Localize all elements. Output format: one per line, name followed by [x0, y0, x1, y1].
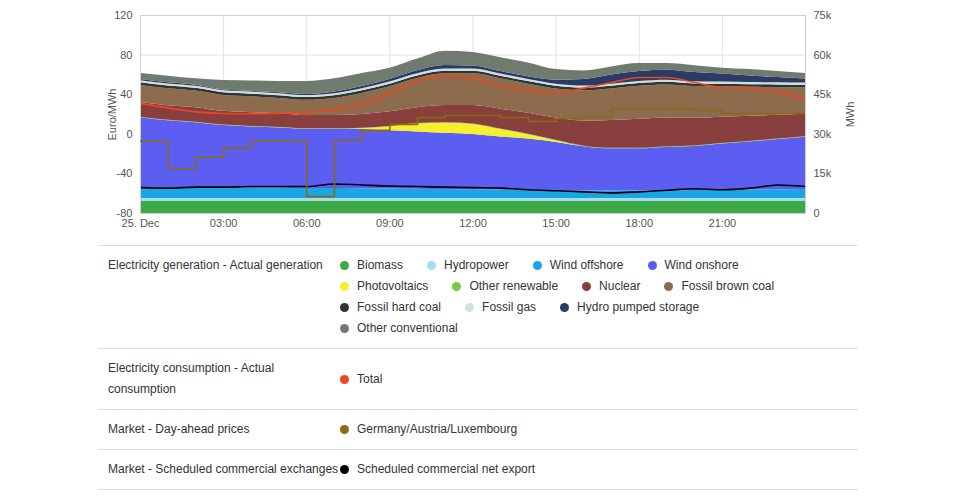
html-text:Electricity consumption - Actu: Electricity consumption - Actual consump…	[108, 361, 275, 396]
html-text:Germany/Austria/Luxembourg: Germany/Austria/Luxembourg	[357, 422, 518, 436]
html-text:Nuclear: Nuclear	[599, 279, 641, 293]
svg-text:15:00: 15:00	[542, 217, 570, 229]
svg-text:0: 0	[814, 207, 820, 219]
svg-text:25. Dec: 25. Dec	[122, 217, 160, 229]
html-text:Wind offshore: Wind offshore	[549, 258, 624, 272]
svg-text:21:00: 21:00	[709, 217, 737, 229]
svg-text:15k: 15k	[814, 167, 832, 179]
html-text:Scheduled commercial net expor: Scheduled commercial net export	[357, 462, 536, 476]
svg-text:75k: 75k	[814, 9, 832, 21]
html-text:Biomass: Biomass	[357, 258, 403, 272]
svg-text:03:00: 03:00	[210, 217, 238, 229]
svg-text:120: 120	[114, 9, 132, 21]
svg-text:60k: 60k	[814, 49, 832, 61]
html-text:Other conventional: Other conventional	[357, 321, 458, 335]
html-text:Other renewable: Other renewable	[469, 279, 559, 293]
html-text:Fossil gas: Fossil gas	[482, 300, 537, 314]
svg-text:MWh: MWh	[844, 102, 856, 128]
svg-text:12:00: 12:00	[459, 217, 487, 229]
svg-text:45k: 45k	[814, 88, 832, 100]
svg-text:80: 80	[120, 49, 132, 61]
svg-text:30k: 30k	[814, 128, 832, 140]
html-text:Electricity generation - Actua: Electricity generation - Actual generati…	[108, 258, 323, 272]
svg-text:09:00: 09:00	[376, 217, 404, 229]
svg-text:0: 0	[126, 128, 132, 140]
svg-text:-80: -80	[117, 207, 133, 219]
svg-text:06:00: 06:00	[293, 217, 321, 229]
html-text:Fossil hard coal: Fossil hard coal	[357, 300, 441, 314]
html-text:Market - Scheduled commercial: Market - Scheduled commercial exchanges	[108, 462, 339, 476]
html-text:Wind onshore: Wind onshore	[664, 258, 739, 272]
svg-text:Euro/MWh: Euro/MWh	[106, 89, 118, 141]
html-text:Fossil brown coal: Fossil brown coal	[681, 279, 775, 293]
html-text:Total: Total	[357, 371, 383, 386]
svg-text:-40: -40	[117, 167, 133, 179]
html-text:Photovoltaics: Photovoltaics	[357, 279, 429, 293]
svg-text:40: 40	[120, 88, 132, 100]
html-text:Market - Day-ahead prices: Market - Day-ahead prices	[108, 422, 250, 436]
svg-text:18:00: 18:00	[625, 217, 653, 229]
html-text:Hydropower: Hydropower	[444, 258, 509, 272]
html-text:Hydro pumped storage: Hydro pumped storage	[577, 300, 700, 314]
